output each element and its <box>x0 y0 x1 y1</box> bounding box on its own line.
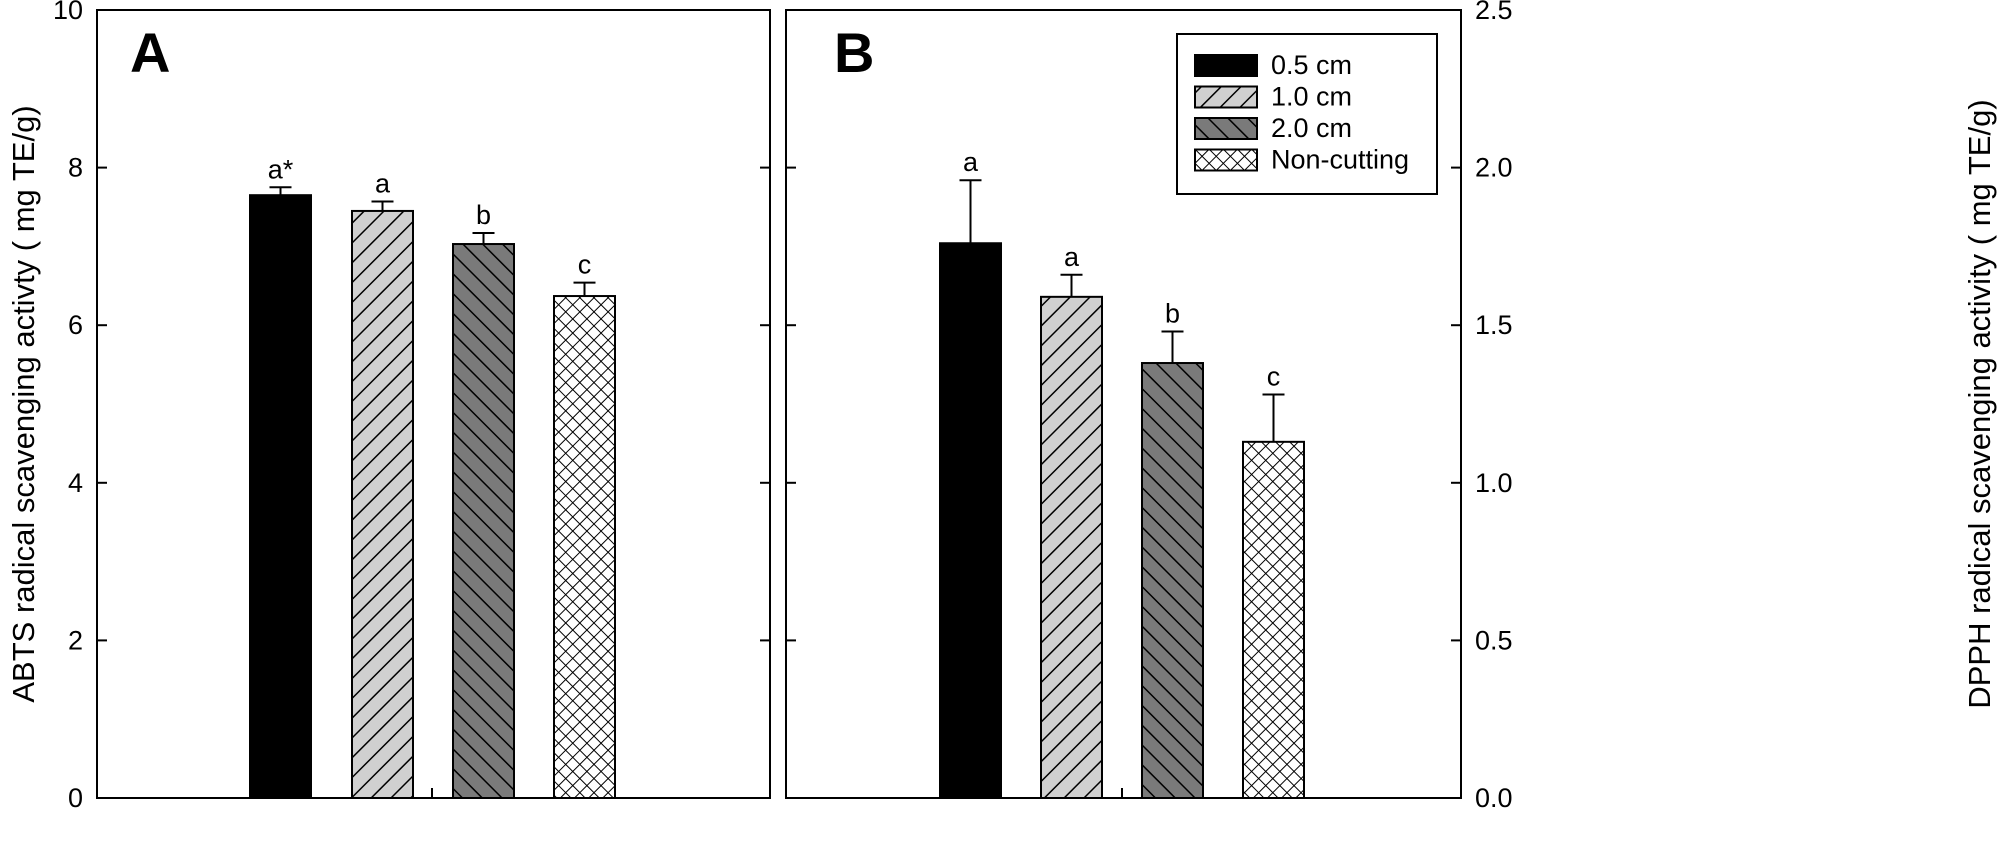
significance-label: c <box>1267 362 1281 392</box>
y-axis-title: ABTS radical scavenging activty ( mg TE/… <box>6 105 41 702</box>
significance-label: b <box>476 200 491 230</box>
significance-label: c <box>578 250 592 280</box>
y-axis-title: DPPH radical scavenging activity ( mg TE… <box>1962 99 1997 708</box>
bar-1 <box>939 242 1002 800</box>
significance-label: b <box>1165 299 1180 329</box>
panel-title: B <box>834 21 874 84</box>
y-tick-label: 10 <box>53 0 83 25</box>
y-tick-label: 0.5 <box>1475 625 1513 655</box>
y-tick-label: 4 <box>68 468 83 498</box>
significance-label: a <box>1064 242 1080 272</box>
bar-4 <box>1242 440 1305 799</box>
bar-2 <box>1040 295 1103 799</box>
plot-frame <box>96 9 771 799</box>
y-tick-label: 2.0 <box>1475 153 1513 183</box>
legend-label: Non-cutting <box>1271 145 1409 175</box>
bar-4 <box>553 295 616 799</box>
y-tick-label: 1.0 <box>1475 468 1513 498</box>
y-tick-label: 1.5 <box>1475 310 1513 340</box>
plot-frame <box>785 9 1462 799</box>
panel-b: 0.0 0.5 1.0 1.5 2.0 2.5 DPPH radical scavengin… <box>785 0 1997 813</box>
significance-label: a* <box>268 154 294 184</box>
significance-label: a <box>963 147 979 177</box>
legend-swatch <box>1194 85 1258 109</box>
y-tick-label: 2 <box>68 625 83 655</box>
bar-2 <box>351 209 414 799</box>
y-tick-label: 0 <box>68 783 83 813</box>
panel-a: 0 2 4 6 8 10 ABTS radical scavenging activty (… <box>6 0 771 813</box>
y-tick-label: 0.0 <box>1475 783 1513 813</box>
legend-swatch <box>1194 148 1258 172</box>
y-tick-label: 6 <box>68 310 83 340</box>
bar-3 <box>1141 362 1204 799</box>
legend-label: 2.0 cm <box>1271 113 1352 143</box>
significance-label: a <box>375 168 391 198</box>
legend-swatch <box>1194 117 1258 140</box>
legend-swatch <box>1194 54 1258 77</box>
panel-title: A <box>130 21 170 84</box>
y-tick-label: 8 <box>68 153 83 183</box>
bar-1 <box>249 194 312 799</box>
bar-3 <box>452 243 515 799</box>
legend-label: 1.0 cm <box>1271 82 1352 112</box>
legend-label: 0.5 cm <box>1271 50 1352 80</box>
y-tick-label: 2.5 <box>1475 0 1513 25</box>
